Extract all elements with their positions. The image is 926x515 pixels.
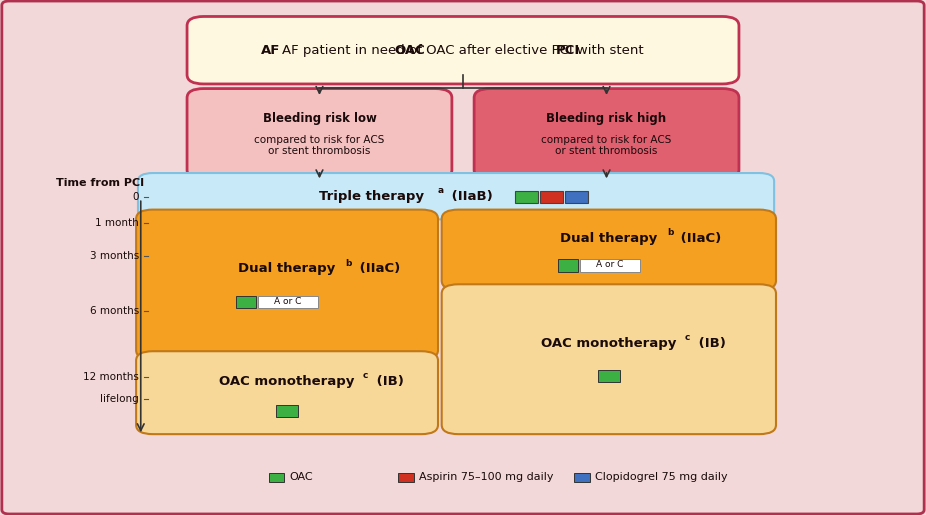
Text: Dual therapy: Dual therapy: [560, 232, 657, 245]
Text: OAC monotherapy: OAC monotherapy: [219, 374, 355, 388]
FancyBboxPatch shape: [474, 89, 739, 179]
Bar: [236, 296, 257, 308]
Bar: [574, 473, 590, 482]
Bar: [515, 191, 538, 203]
Bar: [258, 296, 319, 308]
Text: lifelong: lifelong: [100, 394, 139, 404]
Text: 6 months: 6 months: [90, 305, 139, 316]
Text: 0: 0: [132, 192, 139, 202]
FancyBboxPatch shape: [138, 173, 774, 219]
Bar: [565, 191, 588, 203]
Text: OAC: OAC: [394, 44, 426, 57]
Bar: [269, 473, 284, 482]
FancyBboxPatch shape: [187, 16, 739, 84]
Text: (IIaC): (IIaC): [355, 262, 400, 276]
Text: PCI: PCI: [556, 44, 580, 57]
Bar: [557, 259, 578, 271]
Text: Dual therapy: Dual therapy: [238, 262, 336, 276]
FancyBboxPatch shape: [442, 210, 776, 290]
Bar: [598, 370, 620, 382]
Text: 12 months: 12 months: [83, 372, 139, 382]
Text: AF patient in need of OAC after elective PCI with stent: AF patient in need of OAC after elective…: [282, 44, 644, 57]
Text: 3 months: 3 months: [90, 251, 139, 262]
Text: a: a: [438, 186, 444, 195]
Bar: [398, 473, 414, 482]
Text: OAC monotherapy: OAC monotherapy: [541, 337, 677, 350]
Text: A or C: A or C: [596, 261, 623, 269]
Text: Triple therapy: Triple therapy: [319, 190, 423, 203]
FancyBboxPatch shape: [136, 210, 438, 359]
FancyBboxPatch shape: [136, 351, 438, 434]
Text: AF: AF: [261, 44, 280, 57]
Text: Time from PCI: Time from PCI: [56, 178, 144, 188]
Bar: [276, 405, 298, 417]
Text: compared to risk for ACS
or stent thrombosis: compared to risk for ACS or stent thromb…: [542, 134, 671, 156]
FancyBboxPatch shape: [442, 284, 776, 434]
Text: Aspirin 75–100 mg daily: Aspirin 75–100 mg daily: [419, 472, 554, 482]
FancyBboxPatch shape: [187, 89, 452, 179]
Text: (IIaB): (IIaB): [447, 190, 493, 203]
Text: Clopidogrel 75 mg daily: Clopidogrel 75 mg daily: [595, 472, 728, 482]
Text: 1 month: 1 month: [95, 218, 139, 228]
Text: (IIaC): (IIaC): [676, 232, 721, 245]
Text: OAC: OAC: [290, 472, 314, 482]
Text: Bleeding risk low: Bleeding risk low: [263, 112, 376, 125]
Bar: [580, 259, 640, 271]
Text: c: c: [363, 371, 369, 380]
Text: A or C: A or C: [274, 297, 302, 306]
Text: c: c: [684, 333, 690, 342]
Text: (IB): (IB): [694, 337, 726, 350]
Text: compared to risk for ACS
or stent thrombosis: compared to risk for ACS or stent thromb…: [255, 134, 384, 156]
Text: Bleeding risk high: Bleeding risk high: [546, 112, 667, 125]
Text: (IB): (IB): [372, 374, 404, 388]
Bar: [540, 191, 563, 203]
Text: b: b: [667, 229, 673, 237]
Text: b: b: [345, 259, 352, 268]
